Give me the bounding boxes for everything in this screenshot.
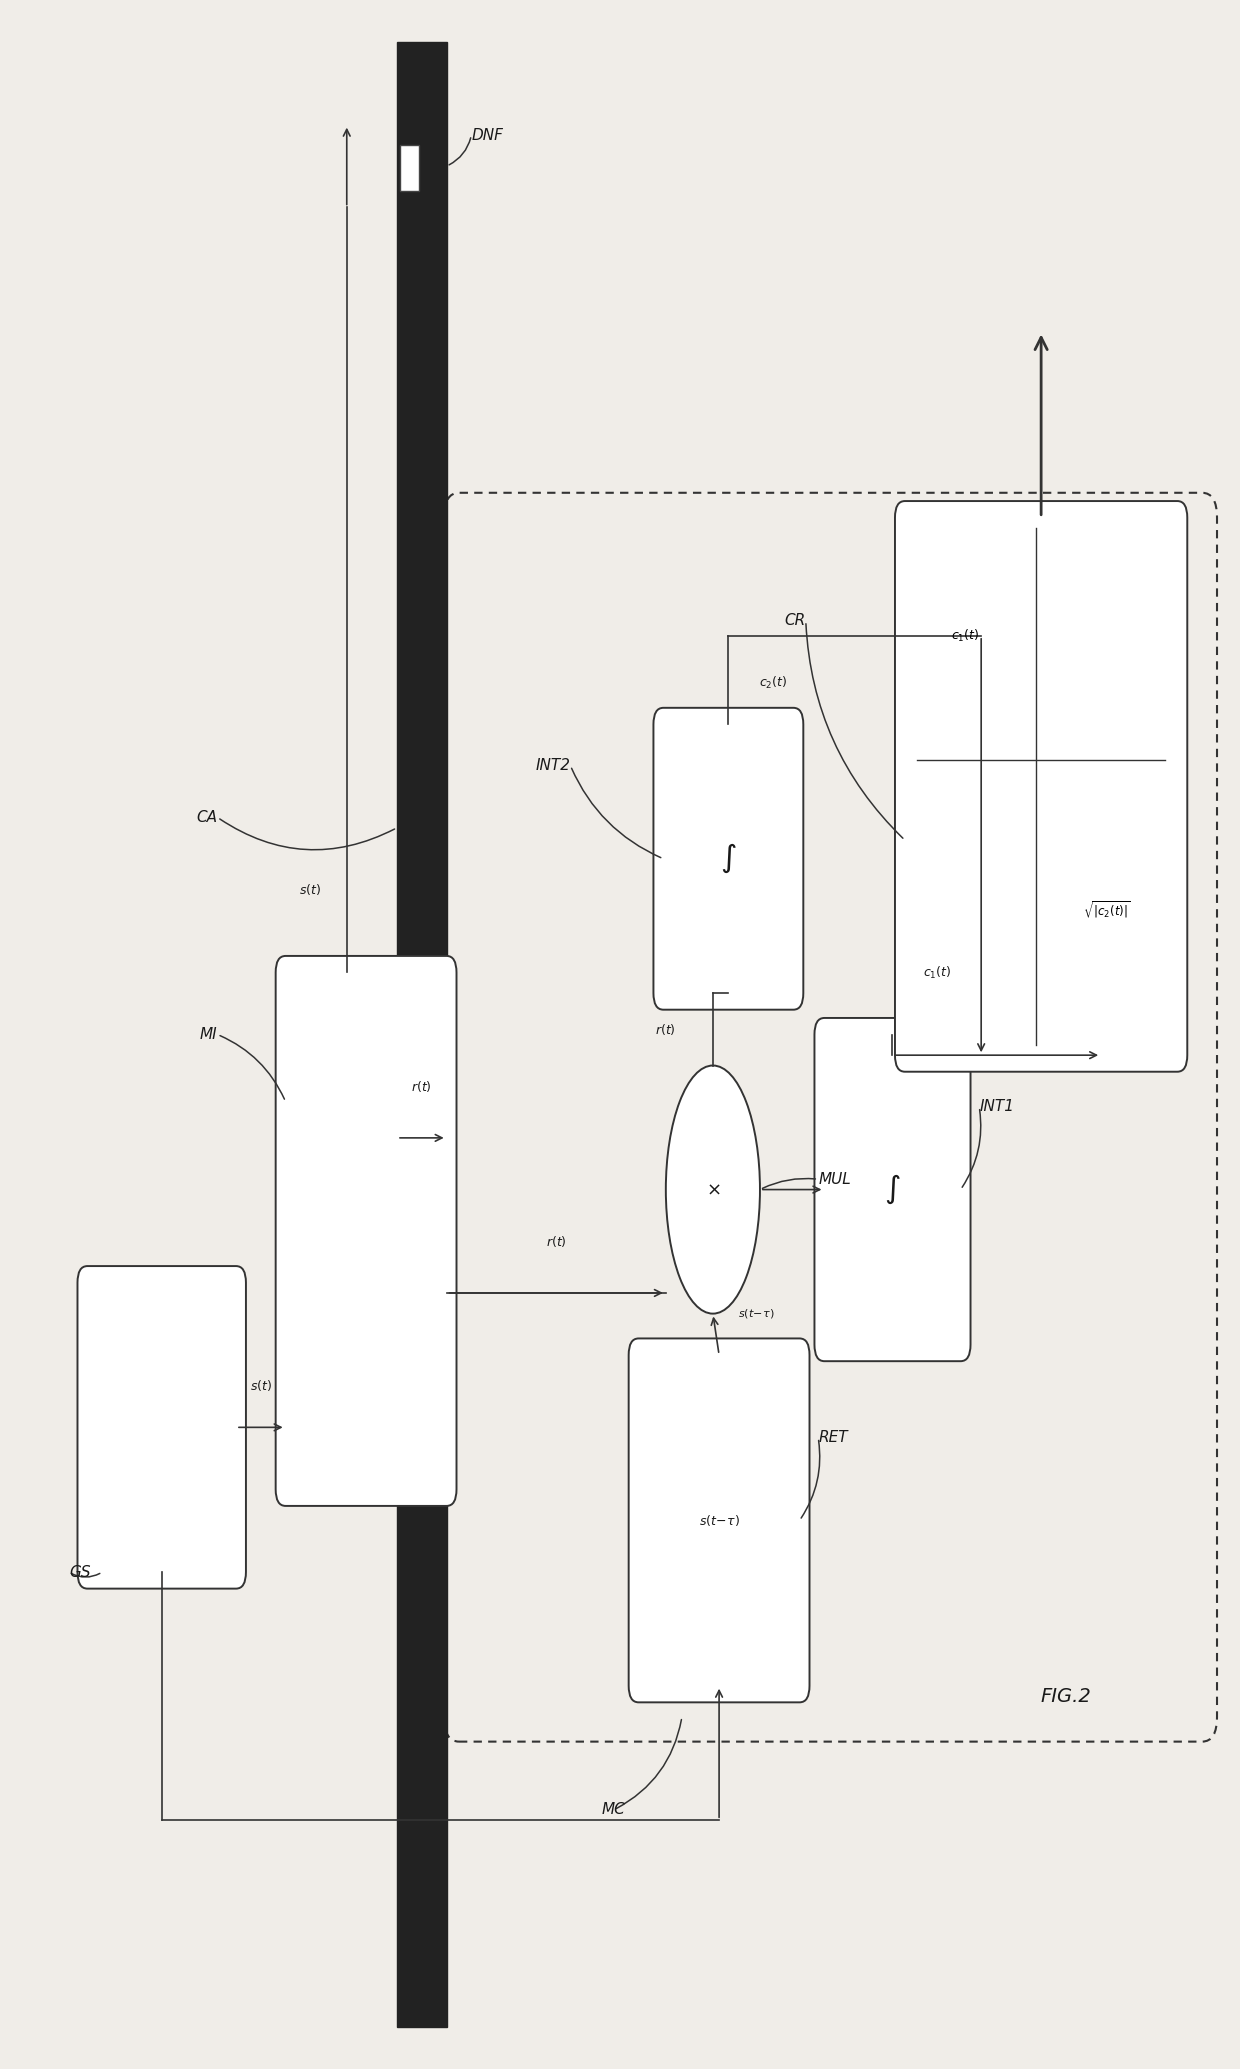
FancyBboxPatch shape	[275, 956, 456, 1506]
Text: $s(t\!-\!\tau)$: $s(t\!-\!\tau)$	[738, 1308, 775, 1320]
Text: INT1: INT1	[980, 1099, 1014, 1115]
Text: DNF: DNF	[471, 128, 503, 143]
Text: $s(t)$: $s(t)$	[249, 1378, 272, 1395]
Text: $c_1(t)$: $c_1(t)$	[924, 964, 952, 981]
Text: $c_2(t)$: $c_2(t)$	[759, 674, 787, 691]
Text: RET: RET	[818, 1430, 848, 1444]
Text: $r(t)$: $r(t)$	[412, 1078, 433, 1095]
Text: $r(t)$: $r(t)$	[655, 1022, 676, 1037]
Text: FIG.2: FIG.2	[1040, 1686, 1091, 1705]
Text: $\int$: $\int$	[720, 842, 737, 875]
Text: $\times$: $\times$	[706, 1181, 720, 1198]
Text: MUL: MUL	[818, 1171, 851, 1188]
Text: MC: MC	[601, 1802, 626, 1817]
FancyBboxPatch shape	[815, 1018, 971, 1361]
Text: CR: CR	[785, 614, 806, 629]
Text: $c_1(t)$: $c_1(t)$	[951, 627, 980, 643]
Text: $s(t\!-\!\tau)$: $s(t\!-\!\tau)$	[698, 1512, 739, 1527]
FancyBboxPatch shape	[629, 1339, 810, 1703]
Text: $s(t)$: $s(t)$	[299, 881, 321, 898]
Text: $r(t)$: $r(t)$	[546, 1233, 567, 1250]
Bar	[397, 41, 446, 2028]
Text: CA: CA	[196, 809, 217, 826]
Text: GS: GS	[68, 1564, 91, 1579]
FancyBboxPatch shape	[77, 1266, 246, 1589]
Text: INT2: INT2	[536, 757, 570, 774]
Text: MI: MI	[200, 1026, 217, 1043]
FancyBboxPatch shape	[895, 501, 1187, 1072]
Text: $\sqrt{|c_2(t)|}$: $\sqrt{|c_2(t)|}$	[1083, 900, 1131, 921]
Bar	[399, 145, 419, 190]
Text: $\int$: $\int$	[884, 1173, 900, 1206]
FancyBboxPatch shape	[653, 708, 804, 1010]
Ellipse shape	[666, 1066, 760, 1314]
